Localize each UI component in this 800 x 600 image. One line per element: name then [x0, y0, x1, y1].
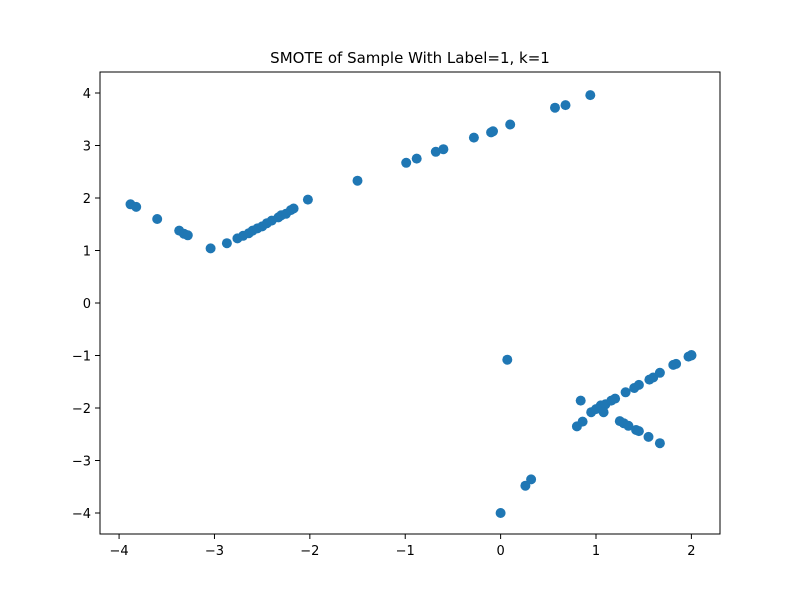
- y-tick-label: 1: [83, 245, 91, 260]
- data-point: [585, 90, 596, 101]
- data-point: [401, 157, 412, 168]
- data-point: [654, 367, 665, 378]
- x-tick-label: −1: [396, 544, 415, 559]
- data-point: [560, 100, 571, 111]
- data-point: [633, 426, 644, 437]
- x-tick-label: 1: [592, 544, 600, 559]
- data-point: [411, 153, 422, 164]
- x-tick-label: −4: [109, 544, 128, 559]
- data-point: [438, 144, 449, 155]
- y-tick-label: 0: [83, 297, 91, 312]
- data-point: [152, 214, 163, 224]
- data-point: [643, 431, 654, 442]
- data-point: [654, 438, 665, 449]
- data-point: [430, 146, 441, 157]
- y-axis: −4 −3 −2 −1 0 1 2 3 4: [72, 87, 100, 522]
- x-tick-label: −3: [205, 544, 224, 559]
- data-point: [505, 119, 516, 130]
- data-point: [598, 407, 609, 418]
- y-tick-label: −3: [72, 455, 91, 470]
- data-point: [620, 387, 631, 398]
- y-tick-label: −4: [72, 507, 91, 522]
- x-tick-label: 2: [687, 544, 695, 559]
- data-point: [468, 132, 479, 143]
- data-point: [575, 395, 586, 406]
- data-point: [502, 354, 513, 365]
- data-point: [131, 201, 142, 212]
- x-tick-label: −2: [300, 544, 319, 559]
- data-point: [352, 175, 363, 186]
- data-point: [610, 393, 621, 404]
- y-tick-label: 4: [83, 87, 91, 102]
- data-point: [302, 194, 313, 205]
- data-point: [550, 102, 560, 113]
- x-axis: −4 −3 −2 −1 0 1 2: [109, 534, 696, 559]
- data-point: [495, 508, 506, 518]
- data-point: [686, 350, 697, 360]
- data-point: [633, 379, 644, 390]
- data-point: [623, 420, 634, 431]
- data-point: [577, 416, 588, 427]
- data-point: [488, 126, 498, 137]
- points-layer: [125, 90, 697, 518]
- data-point: [182, 230, 193, 241]
- data-point: [205, 243, 216, 254]
- plot-frame: [99, 71, 721, 535]
- y-tick-label: 2: [83, 192, 91, 207]
- chart-title: SMOTE of Sample With Label=1, k=1: [270, 49, 550, 67]
- x-tick-label: 0: [496, 544, 504, 559]
- data-point: [221, 238, 232, 249]
- data-point: [526, 474, 537, 485]
- data-point: [671, 358, 682, 369]
- data-point: [288, 203, 299, 214]
- y-tick-label: 3: [83, 140, 91, 155]
- y-tick-label: −2: [72, 402, 91, 417]
- y-tick-label: −1: [72, 350, 91, 365]
